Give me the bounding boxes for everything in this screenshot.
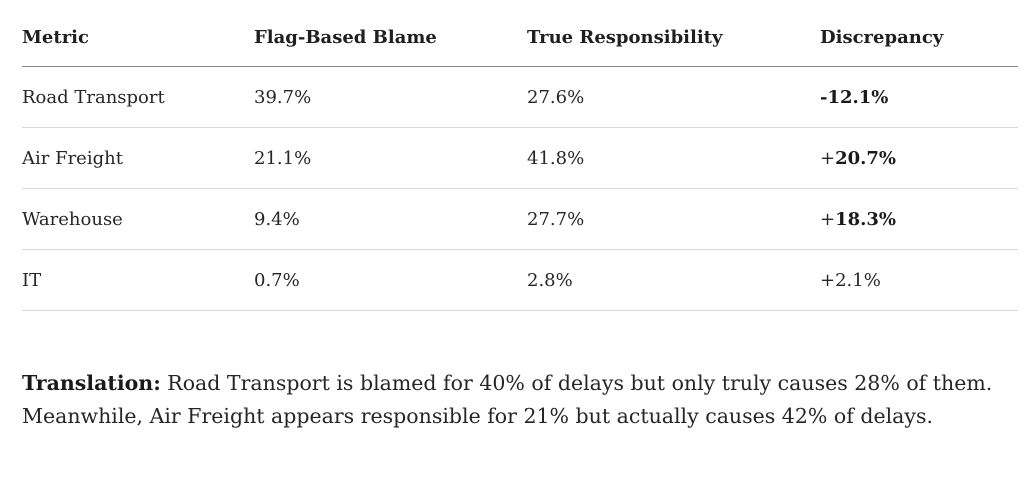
metric-cell: Warehouse	[22, 188, 254, 250]
discrepancy-sign: +	[820, 208, 836, 230]
discrepancy-value: 20.7%	[835, 147, 897, 169]
table-header-row: Metric Flag-Based Blame True Responsibil…	[22, 8, 1018, 67]
header-true-responsibility: True Responsibility	[527, 8, 820, 67]
translation-paragraph: Translation: Road Transport is blamed fo…	[22, 367, 1002, 433]
metric-cell: IT	[22, 249, 254, 311]
discrepancy-table-container: Metric Flag-Based Blame True Responsibil…	[22, 8, 1018, 311]
discrepancy-cell: +2.1%	[820, 249, 1018, 311]
discrepancy-value: +2.1%	[820, 269, 881, 291]
table-row: Road Transport 39.7% 27.6% -12.1%	[22, 66, 1018, 128]
true-responsibility-cell: 27.6%	[527, 66, 820, 128]
discrepancy-cell: -12.1%	[820, 66, 1018, 128]
discrepancy-value: -12.1%	[820, 86, 889, 108]
flag-blame-cell: 21.1%	[254, 127, 527, 189]
true-responsibility-cell: 41.8%	[527, 127, 820, 189]
flag-blame-cell: 39.7%	[254, 66, 527, 128]
table-row: IT 0.7% 2.8% +2.1%	[22, 249, 1018, 311]
flag-blame-cell: 9.4%	[254, 188, 527, 250]
metric-cell: Air Freight	[22, 127, 254, 189]
discrepancy-value: 18.3%	[835, 208, 897, 230]
header-metric: Metric	[22, 8, 254, 67]
translation-text: Road Transport is blamed for 40% of dela…	[22, 371, 993, 428]
table-row: Warehouse 9.4% 27.7% +18.3%	[22, 188, 1018, 250]
discrepancy-table: Metric Flag-Based Blame True Responsibil…	[22, 8, 1018, 311]
table-row: Air Freight 21.1% 41.8% +20.7%	[22, 127, 1018, 189]
true-responsibility-cell: 2.8%	[527, 249, 820, 311]
discrepancy-sign: +	[820, 147, 836, 169]
discrepancy-cell: +20.7%	[820, 127, 1018, 189]
translation-lead: Translation:	[22, 371, 161, 395]
flag-blame-cell: 0.7%	[254, 249, 527, 311]
header-flag-based-blame: Flag-Based Blame	[254, 8, 527, 67]
metric-cell: Road Transport	[22, 66, 254, 128]
discrepancy-cell: +18.3%	[820, 188, 1018, 250]
true-responsibility-cell: 27.7%	[527, 188, 820, 250]
header-discrepancy: Discrepancy	[820, 8, 1018, 67]
